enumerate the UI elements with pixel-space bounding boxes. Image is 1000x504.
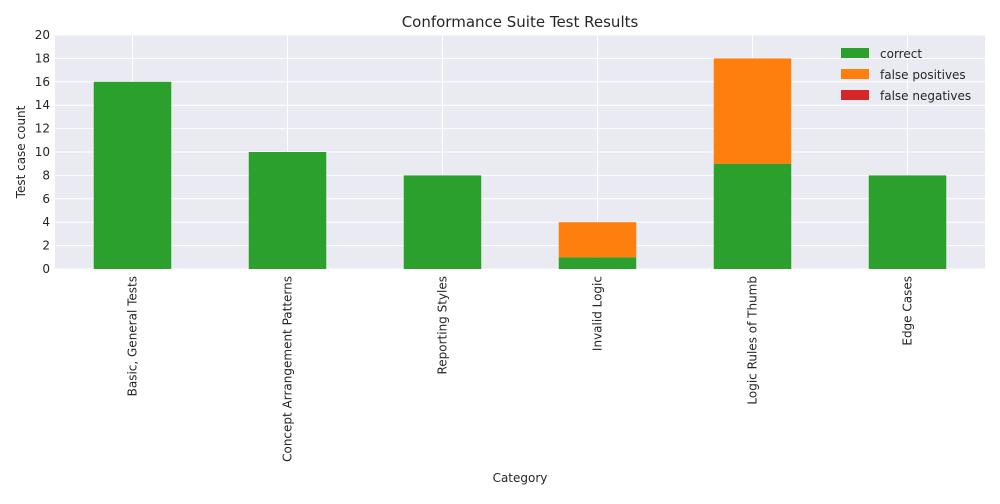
bar-segment: [558, 257, 637, 269]
bar-segment: [558, 222, 637, 258]
x-tick-label: Logic Rules of Thumb: [746, 276, 760, 405]
bar-segment: [713, 163, 792, 269]
legend-swatch: [841, 69, 869, 79]
bar-segment: [868, 175, 947, 269]
legend-swatch: [841, 48, 869, 58]
bar-segment: [248, 152, 327, 269]
y-tick-label: 0: [42, 262, 50, 276]
bar-segment: [93, 81, 172, 269]
chart-title: Conformance Suite Test Results: [402, 13, 639, 31]
y-tick-label: 14: [35, 98, 50, 112]
bar-segment: [713, 58, 792, 164]
y-axis-ticks: 0 2 4 6 8 10 12 14 16 18 20: [35, 28, 50, 276]
y-tick-label: 10: [35, 145, 50, 159]
bars: [93, 58, 947, 269]
x-tick-label: Reporting Styles: [436, 276, 450, 375]
legend-label: correct: [880, 47, 922, 61]
bar-segment: [403, 175, 482, 269]
y-tick-label: 2: [42, 239, 50, 253]
y-tick-label: 4: [42, 215, 50, 229]
y-tick-label: 12: [35, 122, 50, 136]
legend-label: false positives: [880, 68, 966, 82]
y-tick-label: 20: [35, 28, 50, 42]
legend-label: false negatives: [880, 89, 971, 103]
x-tick-label: Basic, General Tests: [126, 276, 140, 396]
grid-lines: [55, 34, 985, 270]
x-axis-ticks: Basic, General Tests Concept Arrangement …: [126, 276, 915, 462]
x-tick-label: Invalid Logic: [591, 276, 605, 351]
y-tick-label: 16: [35, 75, 50, 89]
x-tick-label: Edge Cases: [901, 276, 915, 346]
legend: correct false positives false negatives: [841, 47, 971, 103]
y-axis-label: Test case count: [14, 105, 28, 199]
legend-swatch: [841, 90, 869, 100]
y-tick-label: 6: [42, 192, 50, 206]
y-tick-label: 18: [35, 51, 50, 65]
y-tick-label: 8: [42, 168, 50, 182]
x-tick-label: Concept Arrangement Patterns: [281, 276, 295, 462]
x-axis-label: Category: [493, 471, 548, 485]
